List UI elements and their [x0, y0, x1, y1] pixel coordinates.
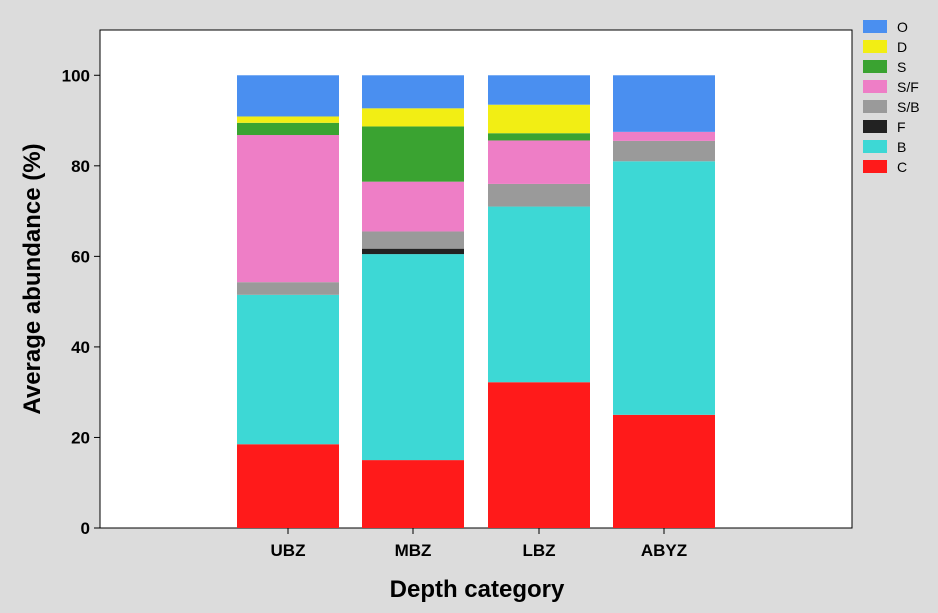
- y-axis-title: Average abundance (%): [19, 143, 46, 414]
- bar-segment-ubz-s-b: [237, 282, 339, 295]
- legend: ODS S/F S/B FBC: [863, 19, 920, 175]
- legend-swatch-s-f: [863, 80, 887, 93]
- bar-segment-mbz-s-b: [362, 231, 464, 249]
- bar-segment-ubz-c: [237, 444, 339, 528]
- legend-swatch-c: [863, 160, 887, 173]
- legend-swatch-f: [863, 120, 887, 133]
- bar-segment-mbz-c: [362, 460, 464, 528]
- bar-segment-ubz-o: [237, 75, 339, 117]
- bar-segment-lbz-s-f: [488, 140, 590, 184]
- x-tick-label-mbz: MBZ: [395, 541, 432, 560]
- bar-segment-abyz-o: [613, 75, 715, 132]
- bars-group: [237, 75, 715, 528]
- x-axis-title: Depth category: [390, 576, 565, 603]
- legend-swatch-b: [863, 140, 887, 153]
- bar-segment-lbz-c: [488, 382, 590, 528]
- bar-segment-abyz-c: [613, 414, 715, 528]
- bar-segment-lbz-o: [488, 75, 590, 105]
- bar-segment-mbz-s: [362, 126, 464, 182]
- y-axis-ticks: 0 20 40 60 80 100: [62, 66, 100, 538]
- x-tick-label-ubz: UBZ: [271, 541, 306, 560]
- bar-segment-lbz-s-b: [488, 183, 590, 207]
- legend-swatch-o: [863, 20, 887, 33]
- x-axis-ticks: UBZ MBZ LBZ ABYZ: [271, 528, 687, 560]
- legend-label-s-b: S/B: [897, 99, 920, 115]
- bar-segment-lbz-d: [488, 104, 590, 134]
- bar-segment-ubz-b: [237, 294, 339, 445]
- bar-segment-ubz-d: [237, 116, 339, 123]
- bar-segment-mbz-b: [362, 254, 464, 461]
- bar-segment-mbz-d: [362, 108, 464, 127]
- bar-segment-ubz-s-f: [237, 135, 339, 283]
- bar-segment-abyz-s-f: [613, 131, 715, 141]
- legend-swatch-s: [863, 60, 887, 73]
- x-tick-label-lbz: LBZ: [522, 541, 555, 560]
- legend-label-d: D: [897, 39, 907, 55]
- legend-label-c: C: [897, 159, 907, 175]
- y-tick-label: 100: [62, 66, 90, 85]
- y-tick-label: 40: [71, 338, 90, 357]
- bar-segment-mbz-f: [362, 248, 464, 255]
- y-tick-label: 0: [81, 519, 90, 538]
- bar-segment-lbz-s: [488, 133, 590, 141]
- bar-segment-ubz-s: [237, 122, 339, 136]
- legend-label-f: F: [897, 119, 906, 135]
- legend-label-s-f: S/F: [897, 79, 919, 95]
- bar-segment-lbz-b: [488, 206, 590, 383]
- legend-swatch-d: [863, 40, 887, 53]
- bar-segment-mbz-o: [362, 75, 464, 109]
- bar-segment-mbz-s-f: [362, 181, 464, 232]
- y-tick-label: 60: [71, 247, 90, 266]
- bar-segment-abyz-s-b: [613, 140, 715, 162]
- legend-label-b: B: [897, 139, 906, 155]
- legend-swatch-s-b: [863, 100, 887, 113]
- y-tick-label: 80: [71, 157, 90, 176]
- plot-area: [99, 29, 853, 529]
- bar-segment-abyz-b: [613, 161, 715, 415]
- x-tick-label-abyz: ABYZ: [641, 541, 687, 560]
- y-tick-label: 20: [71, 428, 90, 447]
- legend-label-o: O: [897, 19, 908, 35]
- legend-label-s: S: [897, 59, 906, 75]
